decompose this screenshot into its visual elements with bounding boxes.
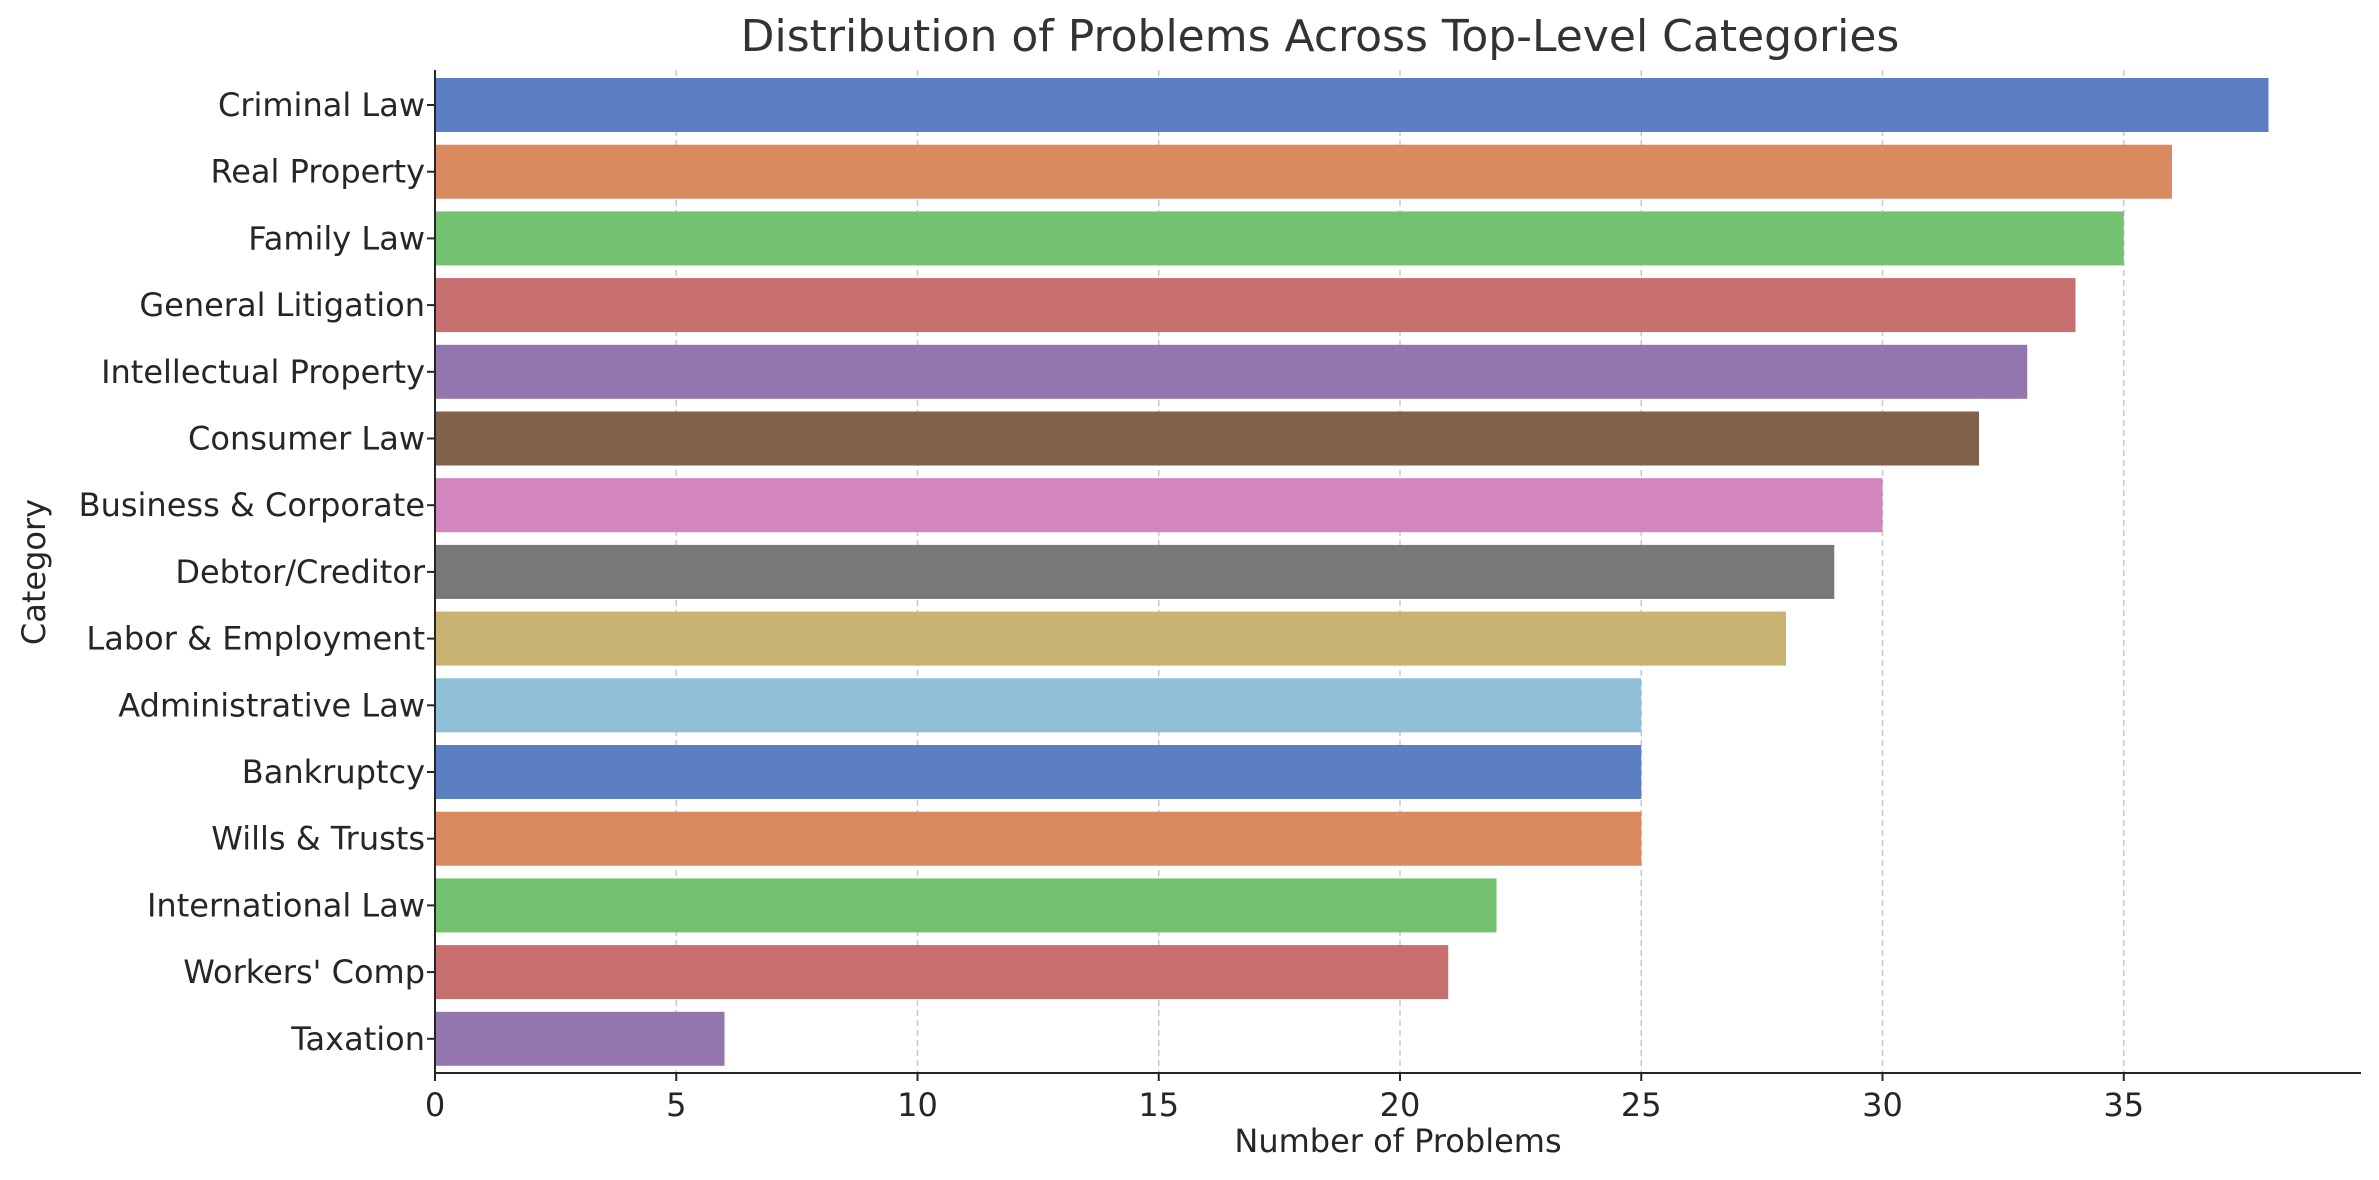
- x-tick-label: 20: [1380, 1086, 1421, 1124]
- bar: [435, 878, 1497, 933]
- y-tick-label: Labor & Employment: [86, 620, 425, 658]
- x-tick-label: 15: [1138, 1086, 1179, 1124]
- x-tick-label: 5: [666, 1086, 686, 1124]
- x-tick-label: 10: [897, 1086, 938, 1124]
- bar: [435, 611, 1786, 666]
- x-tick-label: 25: [1621, 1086, 1662, 1124]
- y-tick-label: Taxation: [290, 1020, 425, 1058]
- y-tick-label: Debtor/Creditor: [175, 553, 426, 591]
- y-tick-label: Business & Corporate: [79, 486, 425, 524]
- y-tick-label: International Law: [147, 886, 425, 924]
- x-tick-label: 35: [2103, 1086, 2144, 1124]
- bar: [435, 144, 2172, 199]
- bar: [435, 544, 1835, 599]
- bar: [435, 1011, 725, 1066]
- y-tick-label: Workers' Comp: [183, 953, 425, 991]
- y-tick-label: Intellectual Property: [101, 353, 425, 391]
- y-tick-label: Family Law: [248, 219, 425, 257]
- y-tick-label: Wills & Trusts: [211, 820, 425, 858]
- y-tick-label: Administrative Law: [118, 686, 425, 724]
- bar: [435, 78, 2269, 132]
- y-tick-labels: Criminal Law Real Property Family Law Gener…: [79, 86, 435, 1058]
- x-tick-labels: 0 5 10 15 20 25 30 35: [425, 1073, 2144, 1124]
- y-tick-label: Real Property: [210, 153, 425, 191]
- bar: [435, 945, 1449, 1000]
- bar: [435, 211, 2124, 266]
- bar: [435, 478, 1883, 533]
- bar: [435, 678, 1642, 733]
- x-axis-label: Number of Problems: [1234, 1122, 1561, 1160]
- y-tick-label: Consumer Law: [188, 420, 425, 458]
- bars: [435, 78, 2269, 1066]
- y-axis-label: Category: [15, 499, 53, 645]
- bar: [435, 278, 2076, 333]
- bar: [435, 811, 1642, 866]
- y-tick-label: Criminal Law: [218, 86, 425, 124]
- bar: [435, 344, 2028, 399]
- y-tick-label: General Litigation: [139, 286, 425, 324]
- x-tick-label: 30: [1862, 1086, 1903, 1124]
- y-tick-label: Bankruptcy: [242, 753, 425, 791]
- x-tick-label: 0: [425, 1086, 445, 1124]
- chart-title: Distribution of Problems Across Top-Leve…: [741, 11, 1900, 62]
- bar: [435, 411, 1979, 466]
- bar: [435, 745, 1642, 799]
